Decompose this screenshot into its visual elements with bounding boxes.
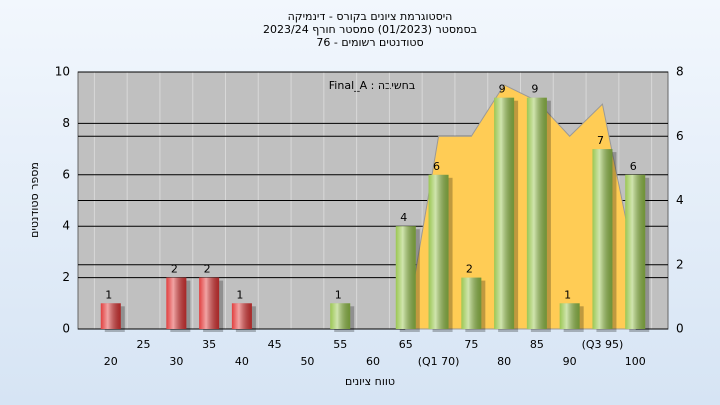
bar-shine (526, 97, 547, 329)
data-label: 1 (236, 288, 243, 301)
bar-shine (494, 97, 515, 329)
data-label: 2 (204, 263, 211, 276)
x-tick-label: 100 (625, 355, 646, 368)
x-tick-label: 30 (169, 355, 183, 368)
y-axis-label: מספר סטודנטים (28, 162, 41, 238)
data-label: 1 (105, 288, 112, 301)
y2-tick-label: 2 (676, 257, 684, 271)
x-tick-label: 25 (137, 338, 151, 351)
bar-shine (559, 303, 580, 329)
y-tick-label: 4 (62, 219, 70, 233)
bar-shine (625, 174, 646, 329)
x-tick-label: 80 (497, 355, 511, 368)
bar-shine (330, 303, 351, 329)
y-tick-label: 8 (62, 116, 70, 130)
x-tick-label: 20 (104, 355, 118, 368)
y2-tick-label: 0 (676, 322, 684, 336)
x-tick-label: 55 (333, 338, 347, 351)
y-tick-label: 10 (55, 65, 70, 79)
annotation: בחשיבה : Final_A (329, 79, 415, 92)
y-tick-label: 0 (62, 322, 70, 336)
x-tick-label: 90 (563, 355, 577, 368)
x-tick-label: 75 (464, 338, 478, 351)
chart-subtitle: סטודנטים רשומים - 76 (316, 36, 423, 49)
x-tick-label: 65 (399, 338, 413, 351)
bar-shine (166, 277, 187, 329)
x-axis-label: טווח ציונים (345, 375, 395, 388)
x-tick-label: 35 (202, 338, 216, 351)
y2-tick-label: 8 (676, 65, 684, 79)
y2-tick-label: 4 (676, 193, 684, 207)
data-label: 4 (400, 211, 407, 224)
y2-tick-label: 6 (676, 129, 684, 143)
x-tick-label: 85 (530, 338, 544, 351)
bar-shine (199, 277, 220, 329)
y-tick-label: 6 (62, 167, 70, 181)
bar-shine (461, 277, 482, 329)
bar-shine (395, 226, 416, 329)
bar-shine (100, 303, 121, 329)
bar-shine (428, 174, 449, 329)
data-label: 9 (499, 83, 506, 96)
data-label: 1 (564, 288, 571, 301)
x-tick-label: 60 (366, 355, 380, 368)
bar-shine (592, 149, 613, 329)
data-label: 6 (630, 160, 637, 173)
x-tick-label: (Q1 70) (418, 355, 460, 368)
chart-title: היסטוגרמת ציונים בקורס - דינמיקה (288, 10, 453, 23)
data-label: 9 (531, 83, 538, 96)
data-label: 7 (597, 134, 604, 147)
data-label: 1 (335, 288, 342, 301)
data-label: 2 (466, 263, 473, 276)
chart-subtitle: בסמסטר (01/2023) סמסטר חורף 2023/24 (263, 23, 477, 36)
data-label: 2 (171, 263, 178, 276)
x-tick-label: 45 (268, 338, 282, 351)
y-tick-label: 2 (62, 270, 70, 284)
bar-shine (231, 303, 252, 329)
x-tick-label: (Q3 95) (582, 338, 624, 351)
x-tick-label: 40 (235, 355, 249, 368)
x-tick-label: 50 (300, 355, 314, 368)
data-label: 6 (433, 160, 440, 173)
